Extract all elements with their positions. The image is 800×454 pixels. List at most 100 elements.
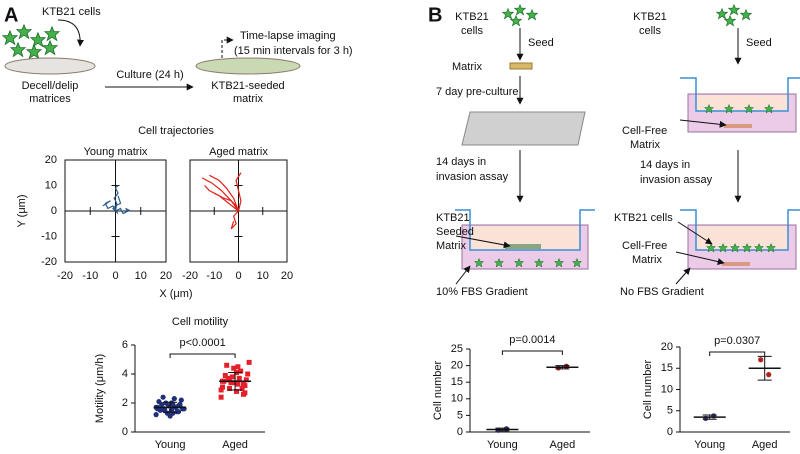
plot-title: Young matrix	[84, 146, 148, 158]
plot-title: Cell motility	[172, 316, 229, 328]
label: Seed	[528, 37, 554, 49]
trajectory	[235, 172, 242, 212]
section-title: Cell trajectories	[138, 125, 214, 137]
transwell	[455, 209, 595, 270]
x-tick-label: -10	[82, 270, 98, 282]
data-point	[241, 381, 246, 387]
arrow	[677, 221, 713, 245]
data-point	[160, 394, 166, 400]
label: matrix	[233, 93, 263, 105]
arrow	[221, 36, 234, 58]
label: matrices	[29, 93, 71, 105]
error-bar	[757, 355, 772, 381]
data-point	[218, 387, 224, 393]
label: invasion assay	[436, 171, 509, 183]
data-point	[235, 381, 241, 387]
y-tick-label: 20	[45, 154, 57, 166]
error-bar	[702, 414, 717, 420]
x-tick-label: 20	[281, 270, 293, 282]
y-tick-label: -20	[41, 256, 57, 268]
data-point	[229, 374, 235, 380]
y-tick-label: 0	[667, 426, 673, 438]
label: KTB21	[455, 11, 489, 23]
data-point	[224, 362, 230, 368]
x-tick-label: -20	[57, 270, 73, 282]
label: 7 day pre-culture	[436, 86, 519, 98]
x-tick-label: 0	[112, 270, 118, 282]
label: (15 min intervals for 3 h)	[234, 45, 353, 57]
data-point	[159, 401, 165, 408]
data-point	[758, 357, 764, 363]
axis-label: Cell number	[642, 360, 654, 420]
data-point	[246, 359, 252, 365]
p-value: p=0.0307	[714, 335, 760, 347]
arrow	[455, 265, 471, 285]
seeded-matrix	[195, 57, 301, 75]
axis-label: Cell number	[432, 361, 444, 421]
data-point	[227, 375, 232, 381]
data-point	[766, 372, 772, 378]
axis-label: Motility (μm/h)	[94, 354, 106, 423]
label: 14 days in	[640, 159, 690, 171]
data-point	[171, 396, 177, 402]
p-value: p<0.0001	[180, 337, 226, 349]
y-tick-label: 0	[122, 426, 128, 438]
axis-label: X (μm)	[159, 288, 192, 300]
significance-bracket	[501, 350, 563, 355]
label: 10% FBS Gradient	[436, 286, 528, 298]
label: Decell/delip	[22, 80, 79, 92]
data-point	[239, 386, 245, 391]
transwell	[680, 77, 800, 133]
label: KTB21-seeded	[211, 80, 284, 92]
x-tick-label: Young	[155, 439, 186, 451]
x-tick-label: 10	[135, 270, 147, 282]
panel-label: B	[428, 4, 442, 26]
y-tick-label: 25	[451, 343, 463, 355]
axis-label: Y (μm)	[16, 194, 28, 227]
matrix	[4, 57, 96, 75]
significance-bracket	[709, 351, 766, 356]
label: Cell-Free	[622, 240, 667, 252]
data-point	[563, 363, 570, 369]
label: Seed	[746, 37, 772, 49]
label: cells	[461, 25, 484, 37]
label: Culture (24 h)	[116, 69, 183, 81]
y-tick-label: 5	[667, 405, 673, 417]
data-point	[170, 410, 176, 416]
data-point	[161, 407, 168, 413]
data-point	[245, 371, 251, 377]
y-tick-label: 6	[122, 339, 128, 351]
x-tick-label: Young	[487, 439, 518, 451]
label: Cell-Free	[622, 125, 667, 137]
data-point	[243, 377, 249, 383]
x-tick-label: 10	[257, 270, 269, 282]
data-point	[236, 375, 242, 381]
x-tick-label: -20	[182, 270, 198, 282]
data-point	[235, 364, 241, 370]
arrow	[675, 267, 691, 285]
data-point	[242, 390, 248, 396]
cell-cluster	[502, 4, 538, 27]
significance-bracket	[169, 353, 236, 358]
arrow	[675, 251, 725, 266]
y-tick-label: -10	[41, 230, 57, 242]
label: 14 days in	[436, 156, 486, 168]
data-point	[222, 372, 228, 378]
label: Matrix	[632, 254, 662, 266]
y-tick-label: 5	[457, 409, 463, 421]
error-bar	[555, 365, 570, 370]
x-tick-label: Aged	[222, 439, 248, 451]
trajectory	[112, 195, 122, 214]
data-point	[177, 401, 183, 408]
panel-label: A	[4, 4, 18, 26]
x-tick-label: Young	[694, 439, 725, 451]
x-tick-label: -10	[206, 270, 222, 282]
label: KTB21 cells	[42, 6, 101, 18]
label: Matrix	[452, 61, 482, 73]
trajectory	[230, 210, 239, 230]
x-tick-label: 20	[160, 270, 172, 282]
y-tick-label: 10	[451, 393, 463, 405]
arrow	[455, 235, 511, 249]
data-point	[227, 386, 232, 391]
trajectory	[209, 174, 240, 212]
